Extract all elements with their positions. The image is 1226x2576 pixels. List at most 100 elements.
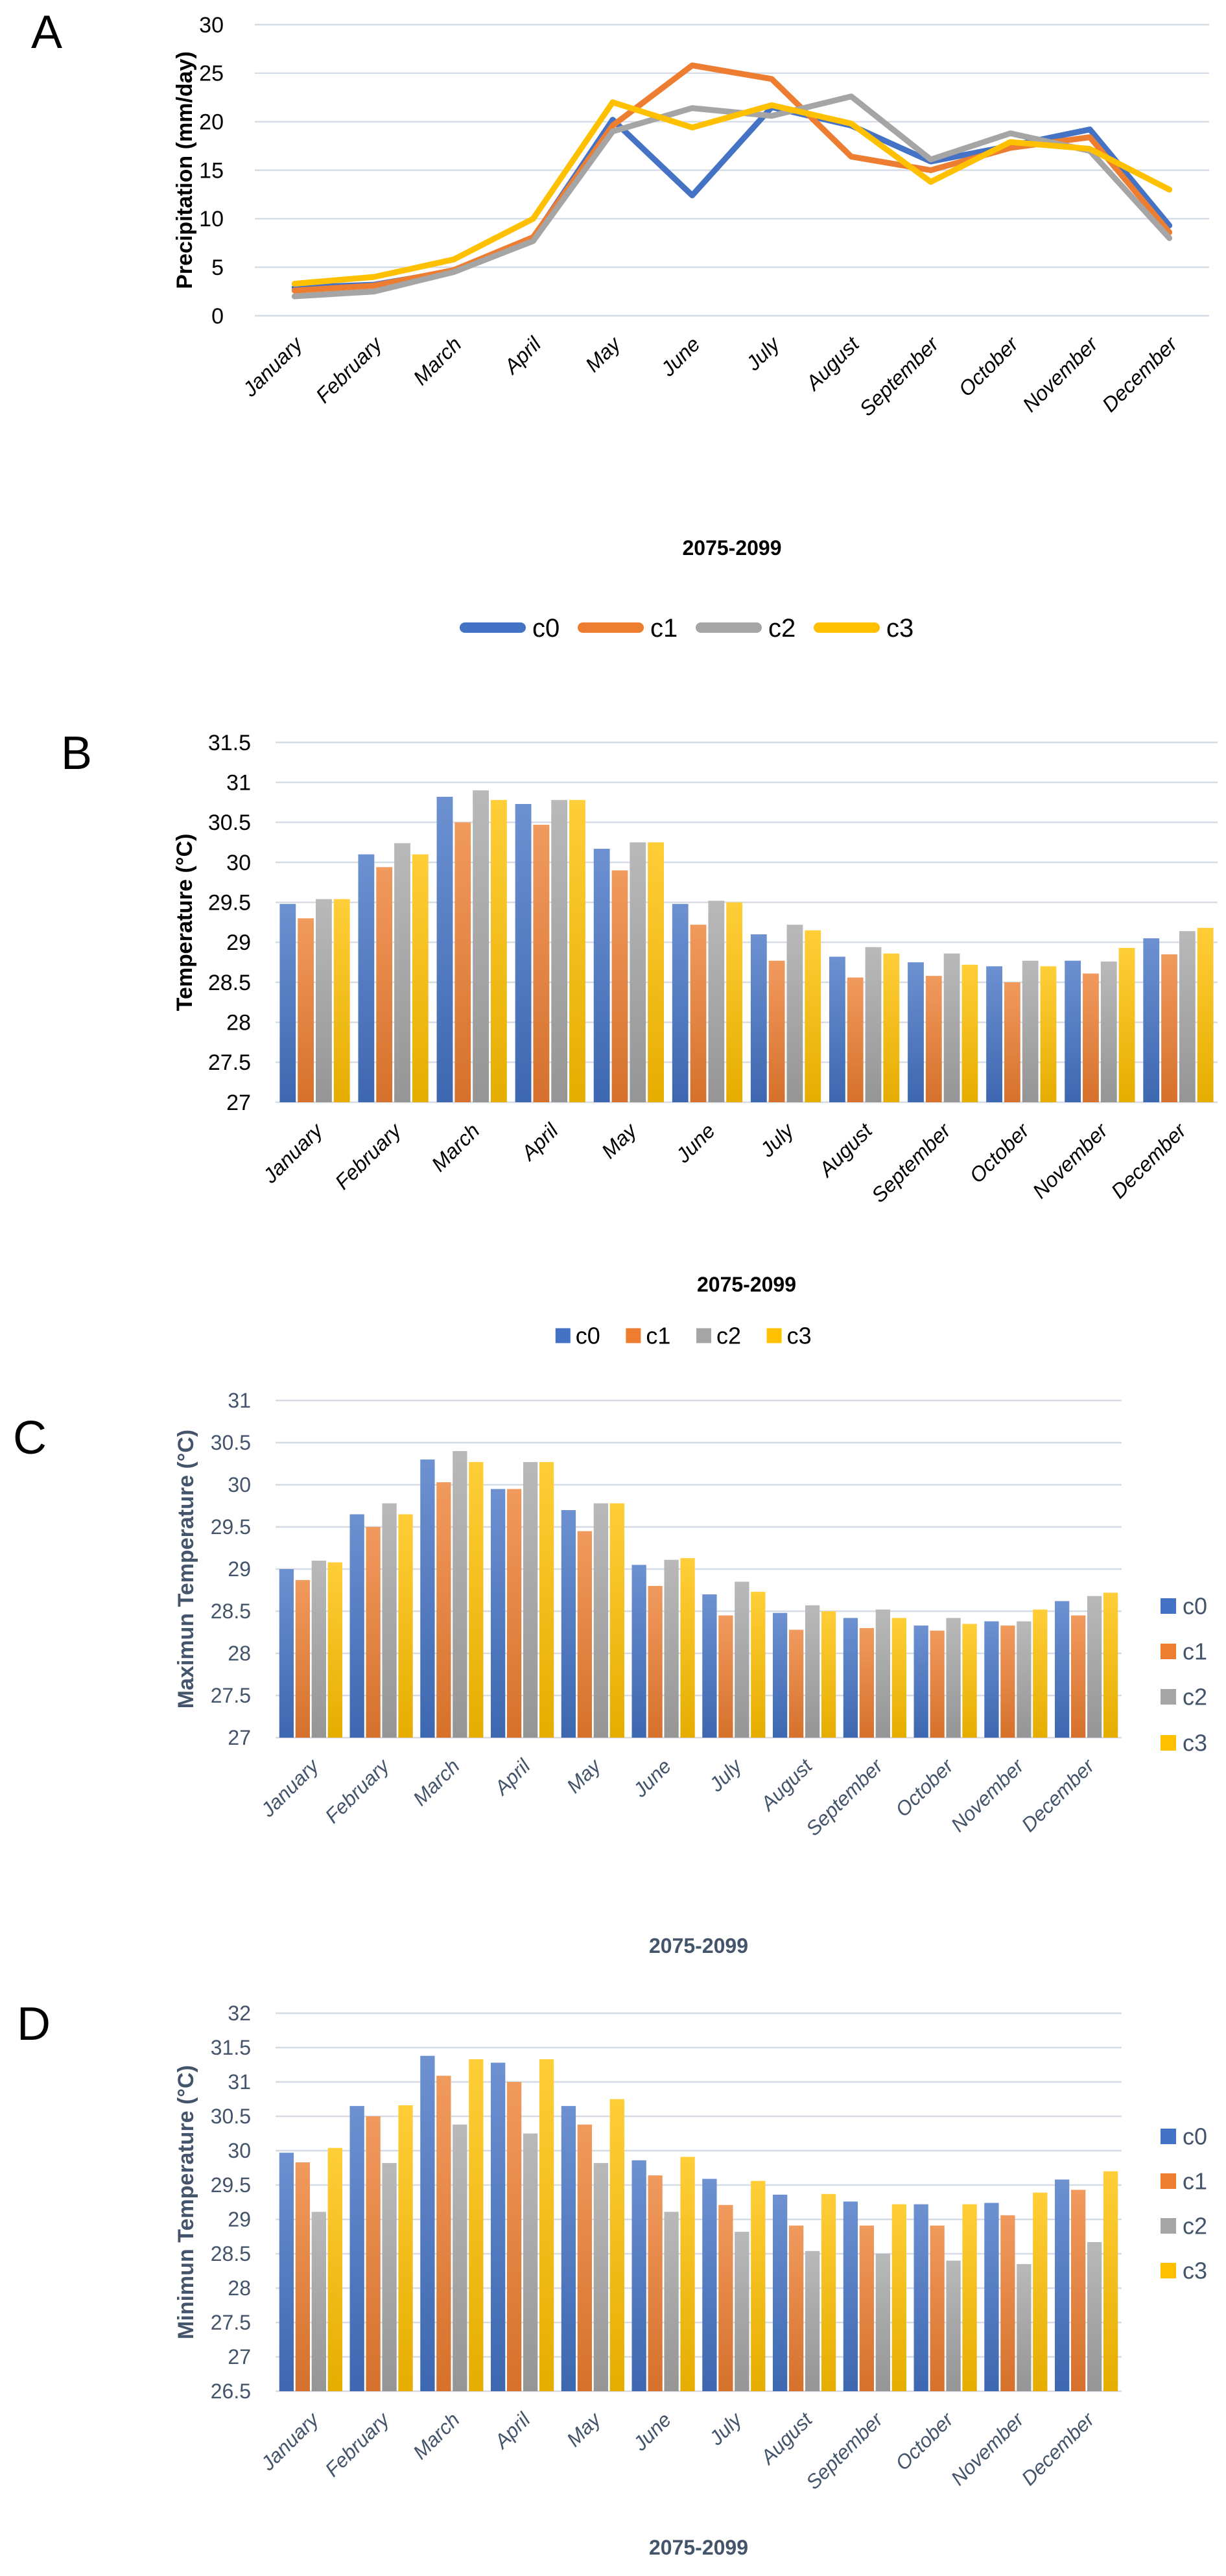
gridlines — [276, 2012, 1122, 2393]
bar-c3-October — [1040, 966, 1057, 1102]
bar-c1-October — [930, 1630, 945, 1738]
bar-c2-December — [1179, 931, 1196, 1102]
bar-c1-July — [718, 2204, 733, 2391]
bar-c3-April — [569, 799, 585, 1102]
legend-swatch-c1 — [578, 622, 644, 633]
x-tick-label: August — [814, 1118, 877, 1182]
x-tick-label: August — [755, 1754, 817, 1815]
bar-c2-May — [630, 842, 646, 1102]
bar-c1-November — [1000, 2215, 1015, 2391]
y-axis-title: Precipitation (mm/day) — [172, 51, 197, 289]
panel-c-chart: 27 27.5 28 28.5 29 29.5 30 30.5 31 JanuaryFebruar… — [174, 1389, 1207, 1957]
y-tick-label: 27 — [228, 1726, 251, 1749]
bar-c1-May — [577, 1531, 593, 1738]
bar-c1-January — [298, 918, 314, 1102]
x-tick-label: August — [755, 2407, 817, 2469]
bar-c0-September — [843, 1618, 858, 1738]
x-tick-label: October — [891, 2407, 958, 2475]
x-tick-label: November — [1028, 1118, 1113, 1203]
y-tick-label: 15 — [199, 158, 224, 183]
bar-c3-January — [327, 2147, 342, 2391]
bar-c1-September — [859, 1628, 875, 1738]
x-tick-label: January — [256, 2407, 324, 2475]
bar-c3-December — [1197, 928, 1214, 1102]
x-tick-label: April — [499, 332, 546, 379]
legend-label-c3: c3 — [1183, 1730, 1207, 1756]
legend-swatch-c2 — [696, 622, 762, 633]
x-tick-label: February — [321, 2407, 395, 2481]
y-tick-label: 10 — [199, 207, 224, 231]
bar-c1-July — [768, 960, 785, 1102]
bar-c0-April — [491, 1489, 506, 1738]
bar-c3-March — [469, 2059, 484, 2391]
bar-c3-May — [609, 2099, 624, 2391]
y-tick-label: 27.5 — [211, 1684, 251, 1707]
y-tick-label: 29 — [228, 2208, 251, 2231]
bar-c1-April — [533, 825, 550, 1102]
bar-c2-September — [875, 1609, 890, 1738]
legend-item-c2: c2 — [696, 1323, 741, 1349]
x-tick-label: January — [258, 1118, 328, 1188]
bar-c2-April — [551, 799, 568, 1102]
x-tick-label: September — [855, 332, 943, 421]
bar-c2-January — [311, 2212, 326, 2391]
bar-c0-March — [420, 2055, 435, 2391]
y-tick-label: 28.5 — [211, 2242, 251, 2265]
x-axis-title: 2075-2099 — [697, 1273, 796, 1296]
bar-c2-November — [1100, 961, 1117, 1102]
bar-c3-November — [1118, 947, 1135, 1102]
bar-c2-February — [394, 843, 410, 1102]
series-line-c1 — [291, 62, 1173, 294]
legend-swatch-c2 — [1161, 1689, 1176, 1705]
legend-swatch-c1 — [1161, 2173, 1176, 2189]
bar-c0-June — [631, 1565, 646, 1738]
legend-label-c0: c0 — [576, 1323, 600, 1349]
y-tick-label: 30 — [228, 2139, 251, 2162]
y-axis-title: Minimun Temperature (°C) — [174, 2065, 198, 2339]
bar-c3-August — [821, 1611, 836, 1738]
x-tick-label: December — [1017, 2407, 1100, 2490]
y-tick-label: 29.5 — [211, 1515, 251, 1539]
legend-label-c1: c1 — [1183, 2168, 1207, 2195]
panel-d-chart: 26.5 27 27.5 28 28.5 29 29.5 30 30.5 31 31.5 32 Janu… — [174, 2002, 1207, 2559]
bar-c2-August — [805, 1605, 820, 1738]
bar-c3-December — [1103, 2171, 1118, 2391]
bar-c0-November — [984, 1621, 999, 1738]
legend: c0 c1 c2 c3 — [1161, 2123, 1207, 2284]
bar-c2-August — [805, 2251, 820, 2391]
x-axis-title: 2075-2099 — [649, 1934, 748, 1957]
x-tick-label: August — [801, 332, 864, 396]
x-tick-label: February — [321, 1753, 395, 1827]
bar-c2-October — [1022, 960, 1039, 1102]
x-tick-label: September — [867, 1118, 956, 1207]
series-c2 — [316, 790, 1196, 1102]
legend-item-c2: c2 — [1161, 2213, 1207, 2239]
bar-c1-March — [436, 1482, 451, 1738]
y-tick-label: 20 — [199, 110, 224, 135]
x-tick-label: October — [891, 1754, 958, 1821]
legend-label-c2: c2 — [1183, 1684, 1207, 1710]
x-tick-label: December — [1098, 332, 1183, 417]
legend-label-c2: c2 — [768, 614, 796, 643]
bar-c3-July — [751, 1592, 766, 1738]
bar-c0-February — [358, 854, 375, 1102]
x-tick-label: November — [1018, 332, 1103, 417]
bar-c0-July — [750, 934, 767, 1102]
y-tick-label: 5 — [211, 255, 224, 280]
panel-a-chart: 0 5 10 15 20 25 30 January February March April May… — [172, 13, 1209, 643]
bar-c0-December — [1143, 938, 1160, 1102]
bar-c2-June — [664, 2212, 679, 2391]
legend-swatch-c3 — [1161, 2263, 1176, 2278]
bar-c0-April — [515, 803, 532, 1102]
legend-item-c2: c2 — [1161, 1684, 1207, 1710]
legend-swatch-c3 — [766, 1328, 782, 1343]
bar-c2-August — [865, 947, 882, 1102]
x-tick-label: December — [1017, 1754, 1100, 1836]
bar-c1-January — [295, 1579, 311, 1738]
bar-c3-January — [333, 899, 350, 1102]
panel-b-chart: 27 27.5 28 28.5 29 29.5 30 30.5 31 31.5 January Feb… — [172, 731, 1218, 1349]
series-line-c2 — [291, 93, 1173, 300]
legend-item-c1: c1 — [578, 614, 678, 643]
